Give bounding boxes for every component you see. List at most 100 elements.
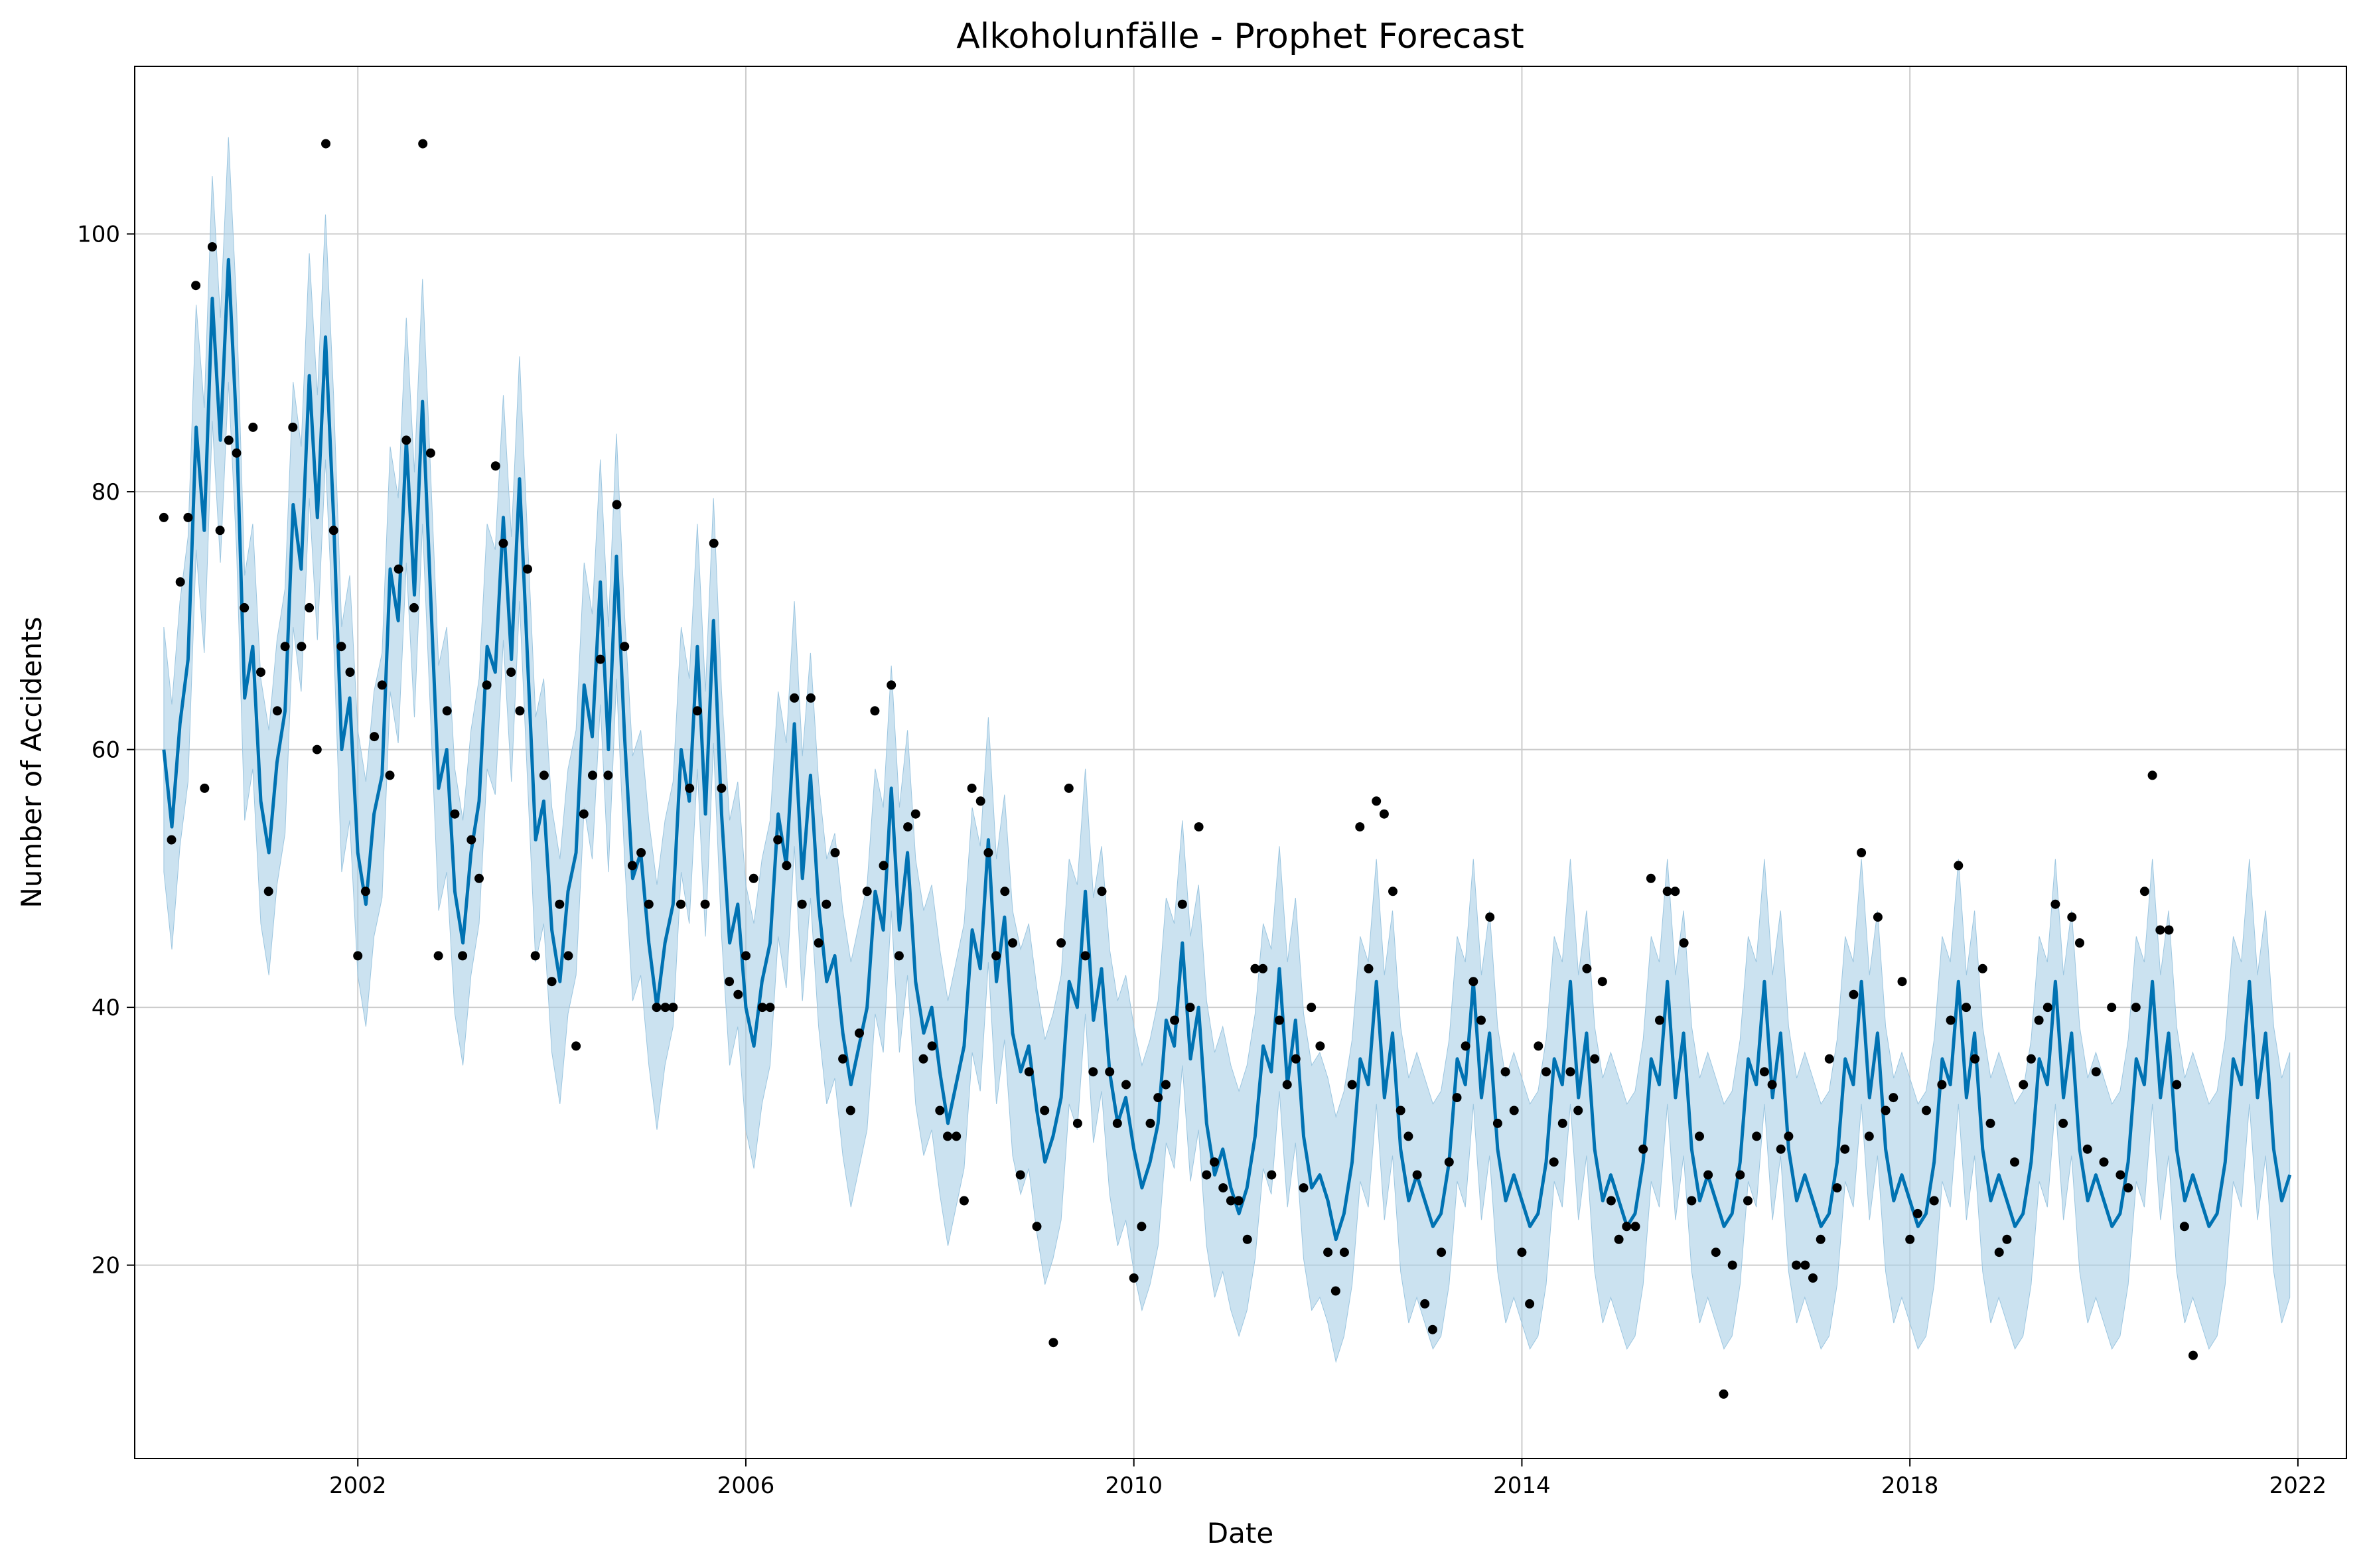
actual-point (636, 848, 646, 857)
actual-point (1881, 1105, 1891, 1115)
actual-point (627, 861, 637, 871)
actual-point (927, 1041, 937, 1051)
actual-point (1743, 1196, 1753, 1206)
actual-point (2002, 1234, 2012, 1244)
actual-point (1364, 963, 1374, 973)
actual-point (1258, 963, 1268, 973)
actual-point (418, 139, 428, 149)
actual-point (887, 680, 896, 690)
actual-point (272, 706, 282, 716)
actual-point (782, 861, 792, 871)
actual-point (588, 770, 597, 780)
actual-point (1638, 1144, 1648, 1154)
actual-point (215, 526, 225, 535)
actual-point (959, 1196, 969, 1206)
actual-point (1015, 1170, 1025, 1180)
actual-observations (159, 139, 2198, 1399)
actual-point (1008, 938, 1017, 948)
actual-point (523, 564, 532, 574)
actual-point (394, 564, 403, 574)
actual-point (1469, 977, 1478, 987)
actual-point (2147, 770, 2157, 780)
actual-point (1590, 1054, 1600, 1064)
actual-point (2091, 1067, 2101, 1077)
actual-point (2058, 1118, 2068, 1128)
actual-point (603, 770, 613, 780)
actual-point (1646, 873, 1656, 883)
actual-point (2107, 1003, 2117, 1013)
actual-point (1161, 1080, 1171, 1090)
actual-point (336, 642, 346, 652)
actual-point (1816, 1234, 1826, 1244)
actual-point (506, 668, 516, 677)
actual-point (1549, 1157, 1559, 1167)
actual-point (200, 783, 210, 793)
actual-point (385, 770, 395, 780)
actual-point (725, 977, 735, 987)
actual-point (1299, 1183, 1309, 1193)
actual-point (159, 512, 169, 522)
actual-point (2115, 1170, 2125, 1180)
actual-point (1323, 1247, 1333, 1257)
actual-point (757, 1003, 767, 1013)
actual-point (814, 938, 824, 948)
actual-point (1711, 1247, 1721, 1257)
actual-point (717, 783, 727, 793)
actual-point (1735, 1170, 1745, 1180)
actual-point (797, 899, 807, 909)
actual-point (1056, 938, 1066, 948)
actual-point (345, 668, 355, 677)
actual-point (685, 783, 695, 793)
actual-point (1234, 1196, 1244, 1206)
actual-point (297, 642, 307, 652)
actual-point (482, 680, 492, 690)
actual-point (1630, 1222, 1640, 1232)
actual-point (1072, 1118, 1082, 1128)
chart-title: Alkoholunfälle - Prophet Forecast (956, 17, 1524, 56)
x-tick-label: 2006 (717, 1472, 775, 1499)
x-tick-label: 2010 (1105, 1472, 1163, 1499)
actual-point (1840, 1144, 1850, 1154)
actual-point (401, 435, 411, 445)
actual-point (1912, 1208, 1922, 1218)
actual-point (676, 899, 685, 909)
actual-point (1315, 1041, 1325, 1051)
actual-point (1444, 1157, 1454, 1167)
actual-point (595, 654, 605, 664)
actual-point (943, 1131, 952, 1141)
actual-point (353, 951, 363, 961)
actual-point (1427, 1324, 1437, 1334)
actual-point (2042, 1003, 2052, 1013)
actual-point (1759, 1067, 1769, 1077)
actual-point (232, 448, 242, 458)
actual-point (1112, 1118, 1122, 1128)
actual-point (1832, 1183, 1842, 1193)
actual-point (1703, 1170, 1713, 1180)
actual-point (1719, 1389, 1729, 1399)
actual-point (360, 887, 370, 896)
actual-point (2026, 1054, 2036, 1064)
actual-point (515, 706, 525, 716)
actual-point (903, 822, 913, 832)
actual-point (975, 796, 985, 806)
actual-point (1372, 796, 1382, 806)
actual-point (450, 809, 460, 819)
actual-point (1582, 963, 1592, 973)
actual-point (1937, 1080, 1947, 1090)
actual-point (1573, 1105, 1583, 1115)
actual-point (967, 783, 977, 793)
actual-point (918, 1054, 928, 1064)
actual-point (1097, 887, 1107, 896)
actual-point (1889, 1093, 1899, 1103)
actual-point (1857, 848, 1867, 857)
actual-point (1946, 1015, 1956, 1025)
actual-point (741, 951, 751, 961)
actual-point (312, 745, 322, 754)
actual-point (1412, 1170, 1422, 1180)
actual-point (1767, 1080, 1777, 1090)
actual-point (1379, 809, 1389, 819)
actual-point (1105, 1067, 1115, 1077)
actual-point (1388, 887, 1398, 896)
actual-point (370, 732, 380, 742)
actual-point (191, 281, 201, 291)
